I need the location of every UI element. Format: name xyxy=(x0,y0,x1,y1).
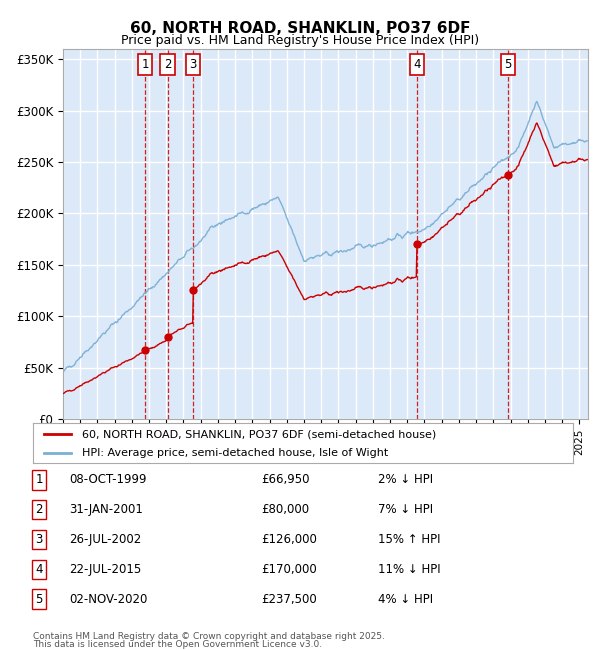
Text: 3: 3 xyxy=(35,533,43,546)
Text: This data is licensed under the Open Government Licence v3.0.: This data is licensed under the Open Gov… xyxy=(33,640,322,649)
Text: Price paid vs. HM Land Registry's House Price Index (HPI): Price paid vs. HM Land Registry's House … xyxy=(121,34,479,47)
Text: £170,000: £170,000 xyxy=(261,563,317,576)
Text: 22-JUL-2015: 22-JUL-2015 xyxy=(69,563,141,576)
Text: 26-JUL-2002: 26-JUL-2002 xyxy=(69,533,141,546)
Text: £80,000: £80,000 xyxy=(261,503,309,516)
Text: 2: 2 xyxy=(35,503,43,516)
Text: 7% ↓ HPI: 7% ↓ HPI xyxy=(378,503,433,516)
Text: 5: 5 xyxy=(504,58,511,71)
Text: 08-OCT-1999: 08-OCT-1999 xyxy=(69,473,146,486)
Text: 4: 4 xyxy=(413,58,421,71)
Text: 11% ↓ HPI: 11% ↓ HPI xyxy=(378,563,440,576)
Text: 3: 3 xyxy=(190,58,197,71)
Text: £237,500: £237,500 xyxy=(261,593,317,606)
Text: 2% ↓ HPI: 2% ↓ HPI xyxy=(378,473,433,486)
Text: £126,000: £126,000 xyxy=(261,533,317,546)
Text: Contains HM Land Registry data © Crown copyright and database right 2025.: Contains HM Land Registry data © Crown c… xyxy=(33,632,385,641)
Text: 4: 4 xyxy=(35,563,43,576)
Text: 02-NOV-2020: 02-NOV-2020 xyxy=(69,593,148,606)
Text: 2: 2 xyxy=(164,58,172,71)
Text: 60, NORTH ROAD, SHANKLIN, PO37 6DF: 60, NORTH ROAD, SHANKLIN, PO37 6DF xyxy=(130,21,470,36)
Text: HPI: Average price, semi-detached house, Isle of Wight: HPI: Average price, semi-detached house,… xyxy=(82,448,388,458)
Text: 4% ↓ HPI: 4% ↓ HPI xyxy=(378,593,433,606)
Text: £66,950: £66,950 xyxy=(261,473,310,486)
Text: 31-JAN-2001: 31-JAN-2001 xyxy=(69,503,143,516)
Text: 5: 5 xyxy=(35,593,43,606)
Text: 15% ↑ HPI: 15% ↑ HPI xyxy=(378,533,440,546)
Text: 60, NORTH ROAD, SHANKLIN, PO37 6DF (semi-detached house): 60, NORTH ROAD, SHANKLIN, PO37 6DF (semi… xyxy=(82,429,436,439)
Text: 1: 1 xyxy=(35,473,43,486)
Text: 1: 1 xyxy=(142,58,149,71)
